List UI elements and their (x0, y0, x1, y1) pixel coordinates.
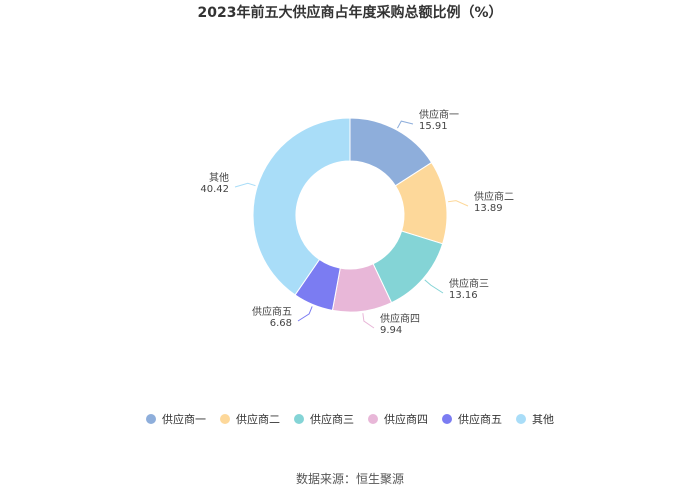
leader-line-2 (448, 200, 469, 207)
slice-label-name-4: 供应商四 (380, 312, 420, 325)
chart-title: 2023年前五大供应商占年度采购总额比例（%） (197, 5, 503, 21)
legend-item-5[interactable]: 供应商五 (442, 411, 502, 427)
legend-item-6[interactable]: 其他 (516, 411, 554, 427)
leader-line-5 (297, 306, 313, 322)
slice-label-value-3: 13.16 (449, 290, 478, 301)
legend-item-2[interactable]: 供应商二 (220, 411, 280, 427)
legend-label-3: 供应商三 (310, 413, 354, 426)
legend-swatch-1 (146, 414, 156, 424)
legend-label-4: 供应商四 (384, 413, 428, 426)
slice-label-value-6: 40.42 (200, 184, 229, 195)
slice-label-name-6: 其他 (209, 171, 229, 184)
legend-swatch-6 (516, 414, 526, 424)
legend-swatch-2 (220, 414, 230, 424)
legend-label-5: 供应商五 (458, 413, 502, 426)
legend-swatch-4 (368, 414, 378, 424)
slice-label-name-5: 供应商五 (252, 305, 292, 318)
legend-swatch-5 (442, 414, 452, 424)
slice-label-name-3: 供应商三 (449, 277, 489, 290)
slice-6[interactable] (252, 117, 351, 296)
slice-label-value-1: 15.91 (419, 121, 448, 132)
slice-label-value-2: 13.89 (474, 203, 503, 214)
legend-item-1[interactable]: 供应商一 (146, 411, 206, 427)
leader-line-1 (397, 120, 414, 129)
slice-label-name-1: 供应商一 (419, 108, 459, 121)
leader-line-4 (362, 313, 375, 329)
slice-label-value-5: 6.68 (270, 318, 292, 329)
leader-line-6 (234, 182, 256, 188)
slice-label-name-2: 供应商二 (474, 190, 514, 203)
legend-label-6: 其他 (532, 413, 554, 426)
legend: 供应商一 供应商二 供应商三 供应商四 供应商五 其他 (0, 411, 700, 427)
leader-line-3 (424, 279, 444, 294)
legend-label-2: 供应商二 (236, 413, 280, 426)
legend-swatch-3 (294, 414, 304, 424)
data-source: 数据来源：恒生聚源 (295, 472, 404, 486)
legend-item-3[interactable]: 供应商三 (294, 411, 354, 427)
legend-label-1: 供应商一 (162, 413, 206, 426)
slice-label-value-4: 9.94 (380, 325, 402, 336)
legend-item-4[interactable]: 供应商四 (368, 411, 428, 427)
